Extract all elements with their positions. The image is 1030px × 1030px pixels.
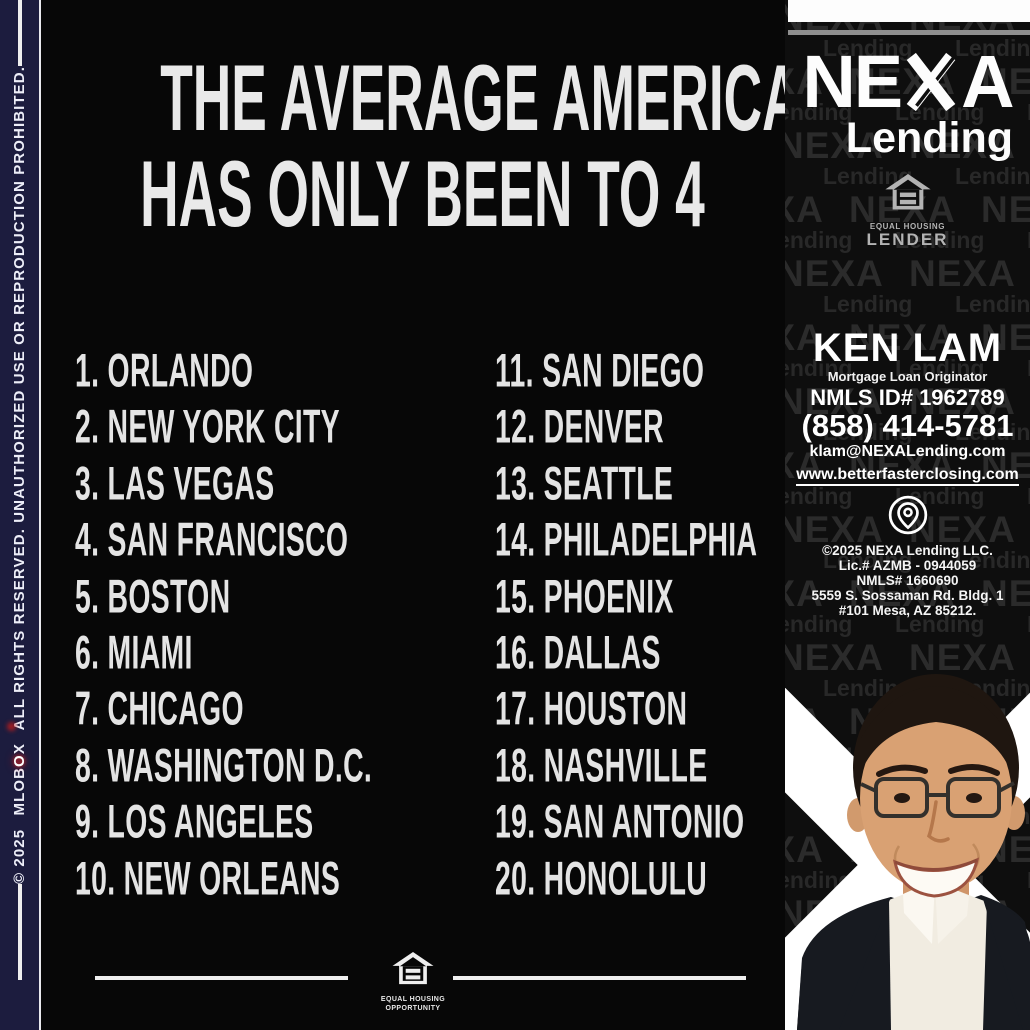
agent-nmls-id: NMLS ID# 1962789 — [810, 385, 1005, 410]
mlobox-o-icon: O — [11, 754, 28, 767]
headline-line1: THE AVERAGE AMERICAN — [160, 46, 840, 151]
company-copyright: ©2025 NEXA Lending LLC. — [822, 543, 993, 558]
city-row: 20. HONOLULU — [495, 852, 708, 905]
city-list-left: 1. ORLANDO 2. NEW YORK CITY 3. LAS VEGAS… — [75, 343, 525, 907]
equal-housing-opportunity-logo: EQUAL HOUSING OPPORTUNITY — [371, 952, 455, 1013]
sidebar-top-white-strip — [788, 0, 1030, 22]
city-row: 6. MIAMI — [75, 626, 193, 680]
footer-divider-right — [453, 976, 746, 980]
city-row: 3. LAS VEGAS — [75, 457, 275, 511]
city-row: 11. SAN DIEGO — [495, 344, 705, 398]
sidebar-gray-divider — [788, 30, 1030, 35]
copyright-year: © 2025 — [11, 828, 28, 884]
rights-text: ALL RIGHTS RESERVED. UNAUTHORIZED USE OR… — [11, 66, 28, 731]
headline-line2: HAS ONLY BEEN TO 4 — [140, 142, 705, 247]
company-info: ©2025 NEXA Lending LLC. Lic.# AZMB - 094… — [785, 543, 1030, 618]
footer-divider-left — [95, 976, 348, 980]
copyright-text: © 2025 MLOBOX ALL RIGHTS RESERVED. UNAUT… — [11, 66, 28, 884]
agent-website-link[interactable]: www.betterfasterclosing.com — [785, 466, 1030, 486]
nexa-lending-logo: NE A — [802, 40, 1014, 123]
city-row: 13. SEATTLE — [495, 457, 674, 511]
city-row: 15. PHOENIX — [495, 570, 674, 623]
agent-phone: (858) 414-5781 — [801, 408, 1014, 443]
strip-dash-top — [17, 0, 22, 67]
city-row: 12. DENVER — [495, 400, 664, 454]
city-row: 14. PHILADELPHIA — [495, 513, 758, 567]
sidebar: NEXALendingNEXALendingNEXALendingNEXALen… — [785, 0, 1030, 1030]
equal-housing-house-icon — [392, 952, 434, 985]
main-panel: THE AVERAGE AMERICAN HAS ONLY BEEN TO 4 … — [41, 0, 840, 1030]
mlobox-logo: MLOBOX — [11, 743, 28, 816]
ehl-label-line1: EQUAL HOUSING — [869, 222, 946, 231]
nexa-x-icon — [906, 52, 958, 112]
eho-label-line2: OPPORTUNITY — [385, 1005, 441, 1012]
city-row: 17. HOUSTON — [495, 682, 688, 736]
company-nmls: NMLS# 1660690 — [856, 573, 959, 588]
company-license: Lic.# AZMB - 0944059 — [838, 558, 977, 573]
agent-role: Mortgage Loan Originator — [827, 369, 988, 384]
city-row: 2. NEW YORK CITY — [75, 400, 340, 454]
company-address1: 5559 S. Sossaman Rd. Bldg. 1 — [811, 588, 1004, 603]
city-row: 7. CHICAGO — [75, 682, 244, 736]
left-copyright-strip: © 2025 MLOBOX ALL RIGHTS RESERVED. UNAUT… — [0, 0, 41, 1030]
city-row: 5. BOSTON — [75, 570, 231, 623]
company-address2: #101 Mesa, AZ 85212. — [838, 603, 977, 618]
agent-name: KEN LAM — [812, 326, 1003, 370]
location-pin-icon — [888, 495, 927, 535]
city-row: 1. ORLANDO — [75, 344, 254, 398]
strip-dash-bottom — [17, 884, 22, 980]
city-row: 10. NEW ORLEANS — [75, 852, 341, 905]
agent-photo — [785, 650, 1030, 1030]
lending-wordmark: Lending — [845, 114, 1013, 162]
vertical-copyright-line: © 2025 MLOBOX ALL RIGHTS RESERVED. UNAUT… — [0, 0, 39, 1030]
red-accent-dot — [7, 722, 16, 731]
ehl-label-line2: LENDER — [866, 230, 949, 249]
equal-housing-lender-badge: EQUAL HOUSING LENDER — [785, 174, 1030, 248]
city-row: 16. DALLAS — [495, 626, 661, 680]
agent-portrait — [797, 674, 1030, 1030]
eho-label-line1: EQUAL HOUSING — [380, 996, 446, 1003]
location-pin-wrap — [785, 494, 1030, 541]
city-row: 9. LOS ANGELES — [75, 795, 314, 849]
equal-housing-house-icon — [884, 174, 931, 210]
city-list-right: 11. SAN DIEGO 12. DENVER 13. SEATTLE 14.… — [495, 343, 892, 907]
city-row: 18. NASHVILLE — [495, 739, 708, 793]
city-row: 4. SAN FRANCISCO — [75, 513, 349, 567]
city-row: 19. SAN ANTONIO — [495, 795, 745, 849]
agent-email-link[interactable]: klam@NEXALending.com — [809, 443, 1006, 460]
city-row: 8. WASHINGTON D.C. — [75, 739, 373, 793]
